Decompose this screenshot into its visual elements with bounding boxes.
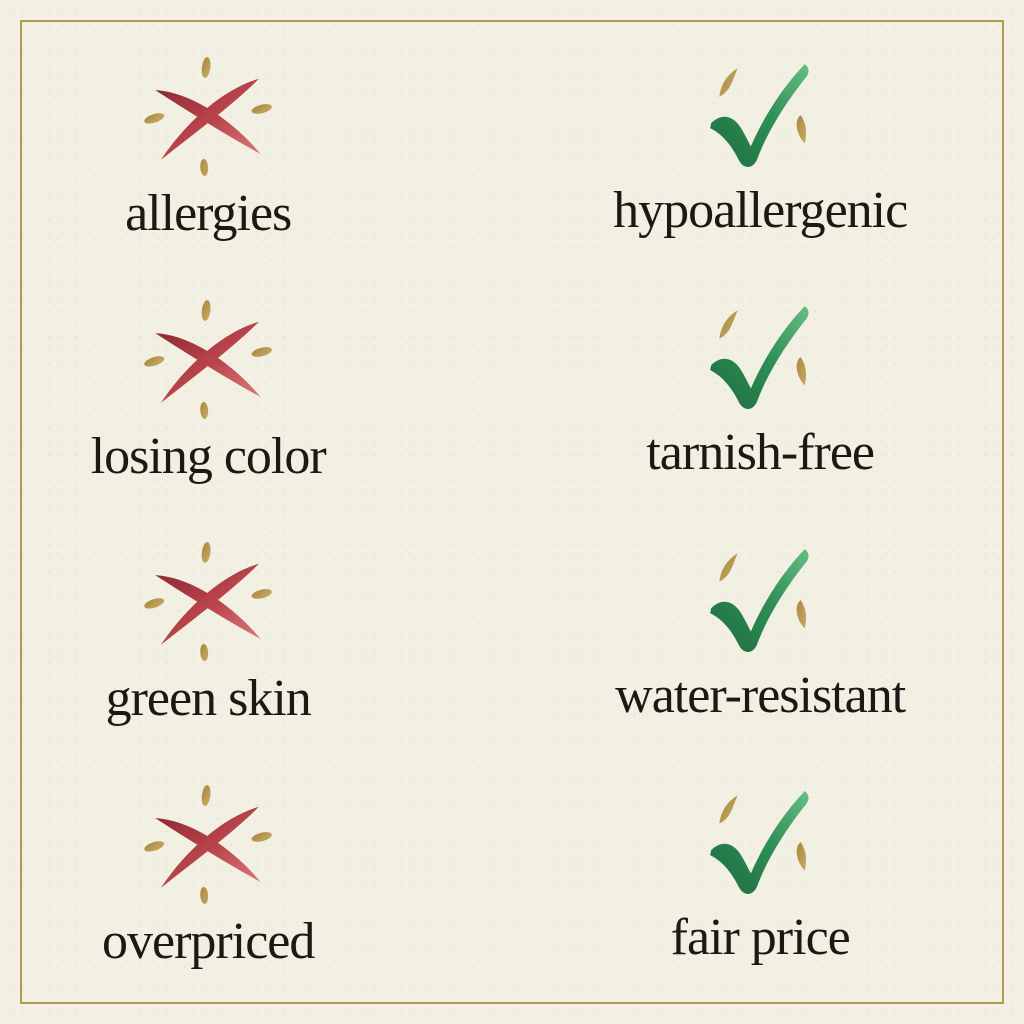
positive-label: hypoallergenic — [613, 181, 908, 239]
x-mark-icon — [143, 784, 274, 905]
positive-label: tarnish-free — [646, 424, 875, 482]
x-mark-icon — [143, 542, 274, 662]
negative-label: allergies — [125, 185, 292, 243]
positive-item: hypoallergenic — [456, 28, 1024, 271]
positive-label: water-resistant — [615, 666, 906, 724]
comparison-row: green skin water-resistant — [22, 513, 1002, 756]
negative-label: overpriced — [102, 912, 315, 970]
positive-item: tarnish-free — [456, 271, 1024, 514]
negative-item: overpriced — [22, 756, 394, 999]
check-mark-icon — [710, 64, 809, 167]
positive-item: fair price — [456, 756, 1024, 999]
negative-label: green skin — [105, 670, 312, 728]
comparison-row: overpriced fair price — [22, 756, 1002, 999]
negative-item: allergies — [22, 28, 394, 271]
comparison-row: allergies hypoallergenic — [22, 28, 1002, 271]
check-mark-icon — [710, 549, 809, 652]
negative-label: losing color — [90, 427, 327, 485]
check-mark-icon — [710, 306, 809, 410]
comparison-row: losing color tarnish-free — [22, 271, 1002, 514]
x-mark-icon — [143, 299, 274, 420]
positive-item: water-resistant — [456, 513, 1024, 756]
comparison-grid: allergies hypoallergenic losing color ta… — [22, 22, 1002, 1002]
negative-item: green skin — [22, 513, 394, 756]
positive-label: fair price — [670, 909, 851, 967]
negative-item: losing color — [22, 271, 394, 514]
x-mark-icon — [143, 57, 274, 177]
check-mark-icon — [710, 791, 809, 895]
